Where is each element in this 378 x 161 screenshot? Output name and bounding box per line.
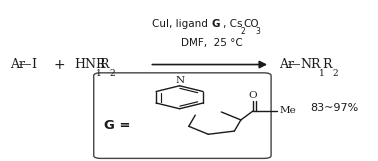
Text: R: R	[100, 58, 109, 71]
Text: CuI, ligand: CuI, ligand	[152, 19, 212, 29]
Text: 1: 1	[319, 69, 324, 78]
Text: 83~97%: 83~97%	[310, 103, 358, 113]
Text: Ar: Ar	[279, 58, 294, 71]
Text: G =: G =	[104, 119, 131, 132]
Text: Me: Me	[279, 106, 296, 115]
Text: Ar: Ar	[10, 58, 25, 71]
Text: 2: 2	[332, 69, 338, 78]
Text: NR: NR	[301, 58, 321, 71]
Text: CO: CO	[243, 19, 259, 29]
Text: 2: 2	[240, 27, 245, 36]
Text: DMF,  25 °C: DMF, 25 °C	[181, 38, 242, 48]
Text: R: R	[323, 58, 332, 71]
Text: +: +	[53, 57, 65, 71]
FancyBboxPatch shape	[94, 73, 271, 158]
Text: 1: 1	[96, 69, 101, 78]
Text: —: —	[18, 58, 31, 71]
Text: 2: 2	[109, 69, 115, 78]
Text: O: O	[249, 91, 257, 100]
Text: G: G	[212, 19, 220, 29]
Text: , Cs: , Cs	[223, 19, 242, 29]
Text: I: I	[32, 58, 37, 71]
Text: N: N	[175, 76, 184, 85]
Text: 3: 3	[256, 27, 260, 36]
Text: —: —	[287, 58, 300, 71]
Text: HNR: HNR	[74, 58, 105, 71]
